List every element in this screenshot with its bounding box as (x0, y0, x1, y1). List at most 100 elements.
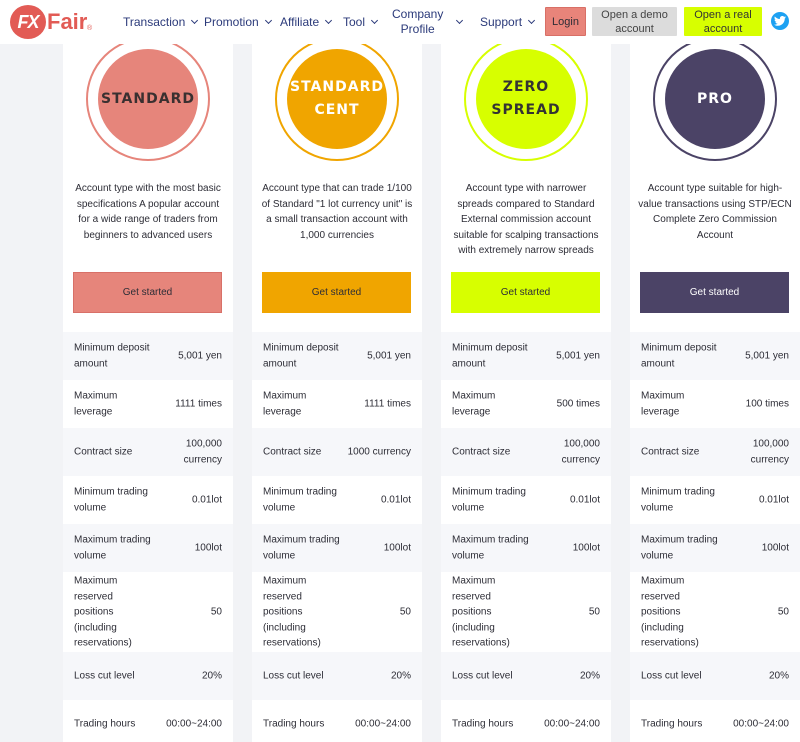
plan-description: Account type with narrower spreads compa… (453, 183, 599, 256)
chevron-down-icon (325, 16, 333, 25)
spec-label: Minimum deposit amount (263, 342, 339, 370)
spec-label: Maximum trading volume (452, 534, 529, 562)
spec-label: Contract size (74, 446, 133, 458)
get-started-button[interactable]: Get started (73, 272, 222, 313)
spec-row: Minimum trading volume 0.01lot (441, 476, 611, 524)
spec-row: Contract size 100,000 currency (441, 428, 611, 476)
spec-label: Minimum trading volume (263, 486, 337, 514)
spec-value: 100lot (572, 542, 600, 554)
twitter-icon[interactable] (771, 12, 789, 30)
spec-value: 50 (777, 606, 789, 618)
spec-row: Minimum deposit amount 5,001 yen (630, 332, 800, 380)
spec-row: Maximum reserved positions (including re… (252, 572, 422, 652)
login-button[interactable]: Login (545, 7, 586, 36)
top-header: FX Fair ® Transaction Promotion Affiliat… (0, 0, 800, 44)
spec-value: 50 (588, 606, 600, 618)
plan-badge-ring: ZERO SPREAD (464, 37, 588, 161)
spec-row: Trading hours 00:00~24:00 (252, 700, 422, 742)
spec-row: Maximum leverage 500 times (441, 380, 611, 428)
spec-label: Maximum trading volume (263, 534, 340, 562)
spec-row: Minimum deposit amount 5,001 yen (252, 332, 422, 380)
spec-value: 20% (768, 670, 789, 682)
plan-description: Account type that can trade 1/100 of Sta… (261, 183, 413, 241)
open-real-account-button[interactable]: Open a real account (684, 7, 762, 36)
spec-value: 100,000 currency (750, 438, 789, 466)
spec-label: Maximum reserved positions (including re… (263, 575, 321, 649)
spec-row: Contract size 1000 currency (252, 428, 422, 476)
spec-row: Maximum leverage 1111 times (63, 380, 233, 428)
spec-value: 100lot (194, 542, 222, 554)
plan-description: Account type with the most basic specifi… (75, 183, 221, 241)
spec-label: Trading hours (74, 718, 136, 730)
spec-value: 5,001 yen (556, 350, 600, 362)
spec-label: Loss cut level (263, 670, 324, 682)
spec-row: Loss cut level 20% (630, 652, 800, 700)
spec-label: Loss cut level (452, 670, 513, 682)
plan-badge-ring: STANDARD (86, 37, 210, 161)
plan-card-zero-spread: ZERO SPREAD Account type with narrower s… (441, 37, 611, 742)
spec-value: 00:00~24:00 (355, 718, 411, 730)
spec-value: 5,001 yen (745, 350, 789, 362)
spec-value: 5,001 yen (178, 350, 222, 362)
demo-line2: account (615, 22, 654, 35)
nav-support[interactable]: Support (480, 0, 536, 44)
nav-company-line1: Company (392, 7, 444, 21)
plan-card-standard-cent: STANDARD CENT Account type that can trad… (252, 37, 422, 742)
spec-label: Maximum reserved positions (including re… (452, 575, 510, 649)
spec-row: Minimum deposit amount 5,001 yen (63, 332, 233, 380)
nav-tool[interactable]: Tool (343, 0, 379, 44)
plan-card-standard: STANDARD Account type with the most basi… (63, 37, 233, 742)
real-line2: account (703, 22, 743, 35)
spec-value: 5,001 yen (367, 350, 411, 362)
plan-badge-ring: STANDARD CENT (275, 37, 399, 161)
spec-label: Loss cut level (74, 670, 135, 682)
spec-row: Maximum trading volume 100lot (252, 524, 422, 572)
spec-row: Trading hours 00:00~24:00 (63, 700, 233, 742)
spec-label: Maximum leverage (641, 390, 685, 418)
spec-row: Maximum reserved positions (including re… (630, 572, 800, 652)
plan-badge: STANDARD (98, 49, 198, 149)
spec-label: Contract size (263, 446, 322, 458)
plan-card-pro: PRO Account type suitable for high-value… (630, 37, 800, 742)
nav-support-label: Support (480, 15, 523, 29)
nav-company-profile[interactable]: Company Profile (392, 0, 464, 44)
open-demo-account-button[interactable]: Open a demo account (592, 7, 677, 36)
spec-value: 1000 currency (347, 446, 411, 458)
spec-label: Trading hours (263, 718, 325, 730)
spec-row: Trading hours 00:00~24:00 (630, 700, 800, 742)
nav-promotion[interactable]: Promotion (204, 0, 272, 44)
spec-value: 0.01lot (191, 494, 222, 506)
plan-description: Account type suitable for high-value tra… (638, 183, 792, 241)
spec-value: 100lot (383, 542, 411, 554)
spec-row: Maximum trading volume 100lot (630, 524, 800, 572)
get-started-button[interactable]: Get started (640, 272, 789, 313)
plan-spec-table: Minimum deposit amount 5,001 yen Maximum … (252, 332, 422, 742)
spec-label: Maximum reserved positions (including re… (641, 575, 699, 649)
spec-value: 20% (390, 670, 411, 682)
spec-label: Minimum trading volume (641, 486, 715, 514)
plan-name: PRO (697, 90, 733, 107)
spec-row: Trading hours 00:00~24:00 (441, 700, 611, 742)
spec-label: Trading hours (452, 718, 514, 730)
get-started-button[interactable]: Get started (451, 272, 600, 313)
spec-label: Maximum trading volume (74, 534, 151, 562)
nav-transaction[interactable]: Transaction (123, 0, 199, 44)
spec-label: Minimum deposit amount (452, 342, 528, 370)
spec-row: Minimum trading volume 0.01lot (63, 476, 233, 524)
spec-row: Minimum trading volume 0.01lot (252, 476, 422, 524)
plan-badge-ring: PRO (653, 37, 777, 161)
spec-row: Maximum trading volume 100lot (441, 524, 611, 572)
spec-label: Contract size (641, 446, 700, 458)
get-started-button[interactable]: Get started (262, 272, 411, 313)
spec-value: 100,000 currency (561, 438, 600, 466)
spec-row: Maximum leverage 100 times (630, 380, 800, 428)
nav-affiliate[interactable]: Affiliate (280, 0, 333, 44)
logo-wordmark: Fair (47, 9, 88, 34)
spec-value: 50 (210, 606, 222, 618)
spec-row: Loss cut level 20% (252, 652, 422, 700)
fxfair-logo[interactable]: FX Fair ® (10, 5, 94, 39)
chevron-down-icon (527, 16, 536, 25)
spec-row: Loss cut level 20% (441, 652, 611, 700)
spec-label: Trading hours (641, 718, 703, 730)
spec-value: 00:00~24:00 (733, 718, 789, 730)
